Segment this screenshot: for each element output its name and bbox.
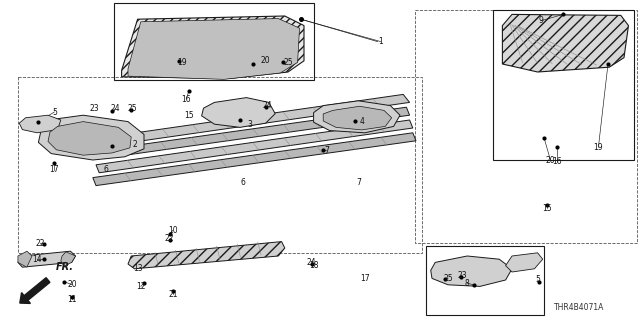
- Text: 24: 24: [307, 258, 317, 267]
- Text: 5: 5: [52, 108, 57, 116]
- Polygon shape: [122, 16, 304, 78]
- Text: 19: 19: [177, 58, 188, 67]
- Text: 25: 25: [127, 104, 138, 113]
- Polygon shape: [18, 251, 76, 267]
- Text: 20: 20: [545, 156, 556, 164]
- Polygon shape: [96, 120, 413, 173]
- Polygon shape: [502, 14, 628, 72]
- Polygon shape: [314, 101, 400, 133]
- Bar: [426, 246, 544, 315]
- Text: 11: 11: [68, 295, 77, 304]
- Polygon shape: [38, 115, 144, 160]
- Polygon shape: [128, 19, 300, 79]
- Bar: [114, 3, 314, 80]
- Text: 10: 10: [168, 226, 178, 235]
- Text: 22: 22: [165, 234, 174, 243]
- Text: THR4B4071A: THR4B4071A: [554, 303, 604, 312]
- Text: 12: 12: [136, 282, 145, 291]
- Polygon shape: [128, 242, 285, 269]
- Text: 2: 2: [132, 140, 137, 148]
- Text: 16: 16: [552, 157, 562, 166]
- Polygon shape: [323, 106, 392, 130]
- Text: 13: 13: [132, 264, 143, 273]
- Text: 23: 23: [90, 104, 100, 113]
- Text: 25: 25: [283, 58, 293, 67]
- Text: 17: 17: [49, 165, 60, 174]
- Text: 24: 24: [110, 104, 120, 113]
- Text: 19: 19: [593, 143, 604, 152]
- Text: 23: 23: [457, 271, 467, 280]
- Polygon shape: [18, 251, 32, 267]
- Text: 6: 6: [103, 165, 108, 174]
- Polygon shape: [48, 122, 131, 155]
- Polygon shape: [99, 107, 410, 158]
- Bar: [415, 10, 637, 243]
- Text: 15: 15: [542, 204, 552, 212]
- Text: 18: 18: [309, 261, 318, 270]
- Text: 3: 3: [247, 120, 252, 129]
- Text: 20: 20: [67, 280, 77, 289]
- Text: 21: 21: [168, 290, 177, 299]
- Polygon shape: [61, 252, 76, 266]
- FancyArrow shape: [20, 278, 50, 303]
- Text: 7: 7: [356, 178, 361, 187]
- Text: 6: 6: [241, 178, 246, 187]
- Polygon shape: [19, 115, 61, 133]
- Text: 22: 22: [36, 239, 45, 248]
- Polygon shape: [93, 133, 416, 186]
- Text: FR.: FR.: [56, 262, 74, 272]
- Text: 15: 15: [184, 111, 194, 120]
- Text: 5: 5: [535, 276, 540, 284]
- Bar: [18, 77, 422, 253]
- Polygon shape: [202, 98, 275, 127]
- Text: 14: 14: [32, 255, 42, 264]
- Text: 1: 1: [378, 37, 383, 46]
- Text: 25: 25: [443, 274, 453, 283]
- Text: 7: 7: [324, 146, 329, 155]
- Text: 24: 24: [262, 101, 273, 110]
- Polygon shape: [102, 94, 410, 146]
- Text: 20: 20: [260, 56, 271, 65]
- Text: 16: 16: [181, 95, 191, 104]
- Polygon shape: [431, 256, 512, 286]
- Text: 4: 4: [359, 117, 364, 126]
- Text: 9: 9: [538, 16, 543, 25]
- Text: 17: 17: [360, 274, 370, 283]
- Bar: [493, 10, 634, 160]
- Polygon shape: [506, 253, 543, 272]
- Text: 8: 8: [465, 279, 470, 288]
